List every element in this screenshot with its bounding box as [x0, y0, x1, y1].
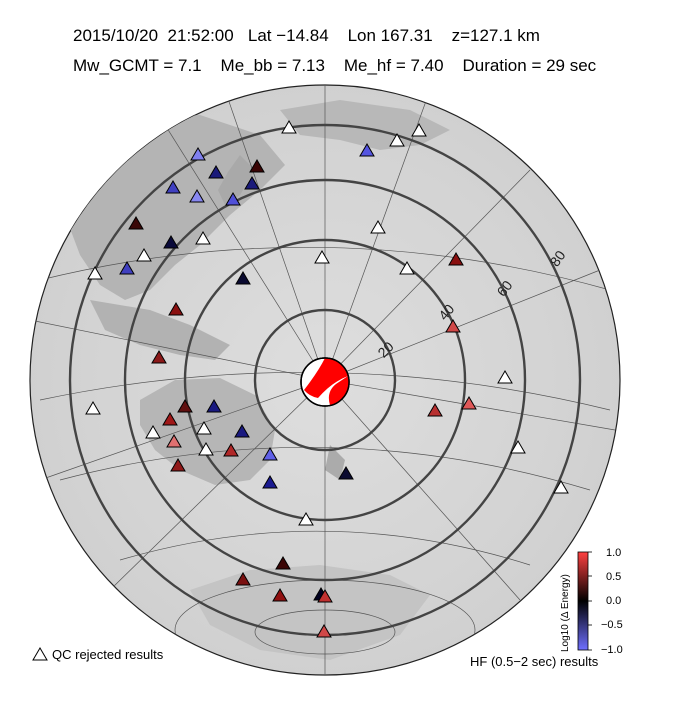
colorbar-tick-0: 0.0: [606, 595, 621, 607]
station-red: [177, 399, 193, 413]
station-blue: [262, 447, 278, 461]
indonesia-landmass: [90, 300, 230, 360]
station-red: [223, 443, 239, 457]
station-red: [316, 624, 332, 638]
station-red: [448, 252, 464, 266]
station-red: [461, 396, 477, 410]
station-qc: [510, 440, 526, 454]
station-qc: [136, 248, 152, 262]
station-qc: [497, 370, 513, 384]
station-qc: [370, 220, 386, 234]
colorbar: 1.0 0.5 0.0 −0.5 −1.0: [577, 547, 623, 656]
colorbar-tick-m1: −1.0: [601, 644, 623, 656]
station-blue: [338, 466, 354, 480]
station-blue: [165, 180, 181, 194]
station-red: [272, 588, 288, 602]
station-red: [275, 556, 291, 570]
station-red: [317, 589, 333, 603]
new-zealand-landmass: [325, 445, 345, 480]
station-red: [445, 319, 461, 333]
station-blue: [189, 189, 205, 203]
focal-mechanism-beachball: [300, 357, 350, 407]
colorbar-tick-m05: −0.5: [601, 619, 623, 631]
colorbar-tick-1: 1.0: [606, 547, 621, 559]
distance-rings: [68, 123, 582, 637]
station-blue: [359, 143, 375, 157]
station-blue: [190, 147, 206, 161]
colorbar-title: Log10 (Δ Energy): [560, 574, 571, 652]
station-red: [235, 572, 251, 586]
hf-legend-label: HF (0.5−2 sec) results: [470, 654, 599, 669]
station-red: [162, 412, 178, 426]
station-blue: [235, 271, 251, 285]
colorbar-tick-05: 0.5: [606, 571, 621, 583]
station-blue: [208, 165, 224, 179]
station-qc: [314, 250, 330, 264]
station-qc: [553, 480, 569, 494]
station-red: [249, 159, 265, 173]
qc-legend-icon: [32, 647, 48, 661]
header-magnitude-line: Mw_GCMT = 7.1 Me_bb = 7.13 Me_hf = 7.40 …: [73, 56, 597, 75]
station-red: [128, 216, 144, 230]
qc-legend-label: QC rejected results: [52, 647, 164, 662]
station-blue: [206, 399, 222, 413]
station-qc: [87, 266, 103, 280]
ring-20deg: [253, 308, 397, 452]
ring-60deg: [123, 178, 527, 582]
station-qc: [196, 421, 212, 435]
graticule: [30, 85, 616, 675]
antarctica-landmass: [190, 565, 430, 660]
station-qc: [399, 261, 415, 275]
station-red: [427, 403, 443, 417]
station-qc: [389, 133, 405, 147]
station-red: [168, 302, 184, 316]
header-origin-line: 2015/10/20 21:52:00 Lat −14.84 Lon 167.3…: [73, 26, 540, 45]
stations: [85, 120, 569, 638]
station-qc: [298, 512, 314, 526]
station-qc: [145, 425, 161, 439]
station-red: [166, 434, 182, 448]
station-blue: [119, 261, 135, 275]
station-qc: [281, 120, 297, 134]
station-blue: [262, 475, 278, 489]
station-blue: [234, 424, 250, 438]
station-qc: [411, 123, 427, 137]
station-qc: [195, 231, 211, 245]
station-qc: [85, 401, 101, 415]
station-red: [170, 458, 186, 472]
ring-40deg: [183, 238, 467, 522]
station-blue: [163, 235, 179, 249]
station-red: [151, 350, 167, 364]
japan-landmass: [218, 155, 255, 205]
station-blue: [225, 192, 241, 206]
station-qc: [198, 442, 214, 456]
station-blue: [244, 176, 260, 190]
